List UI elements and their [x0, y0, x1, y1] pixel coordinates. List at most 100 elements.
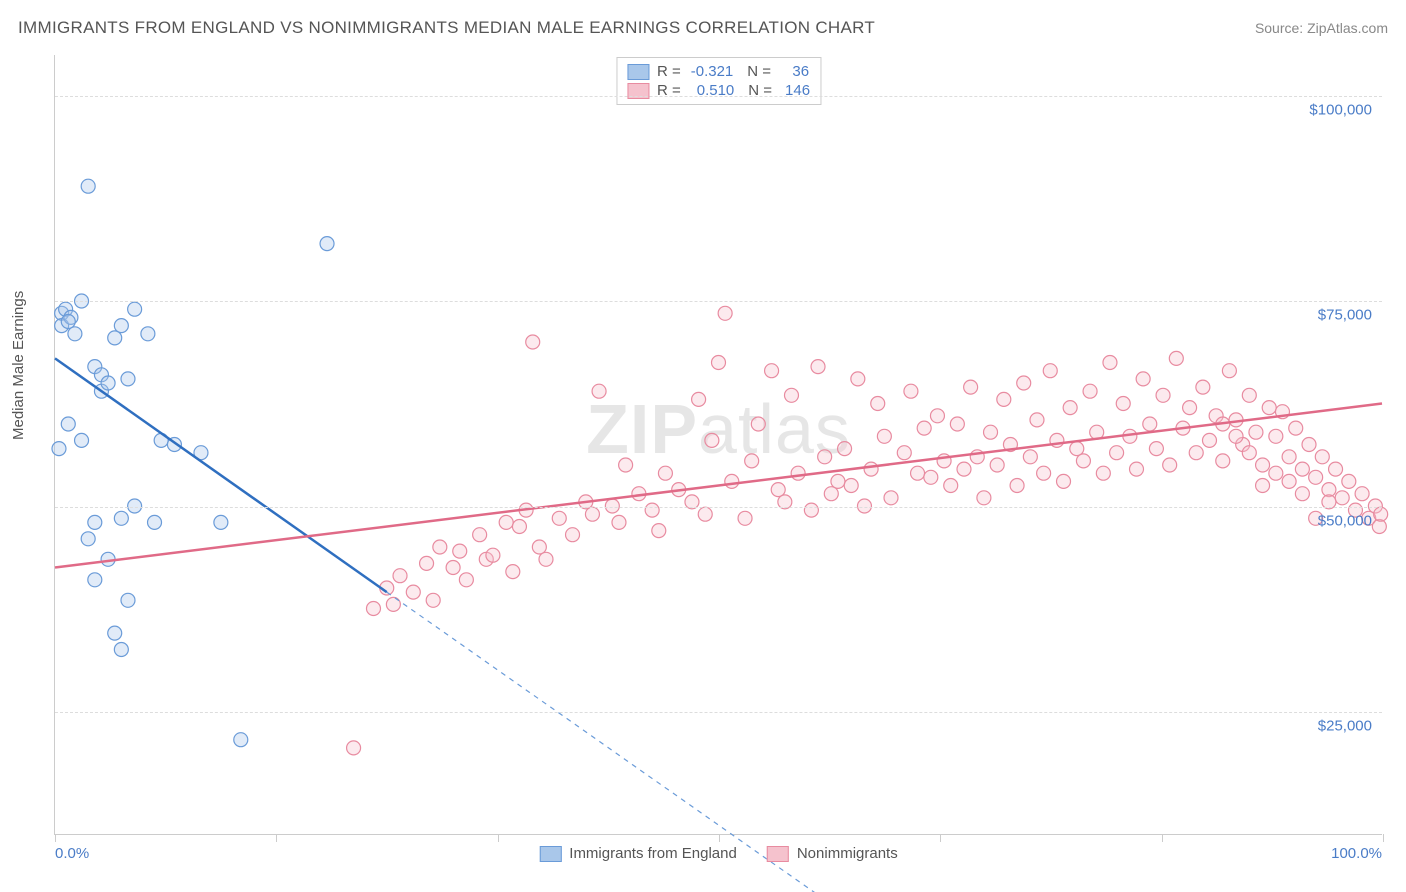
- data-point: [877, 429, 891, 443]
- xtick: [940, 834, 941, 842]
- data-point: [453, 544, 467, 558]
- data-point: [526, 335, 540, 349]
- xtick: [276, 834, 277, 842]
- data-point: [1149, 442, 1163, 456]
- data-point: [950, 417, 964, 431]
- data-point: [897, 446, 911, 460]
- data-point: [108, 626, 122, 640]
- data-point: [612, 515, 626, 529]
- data-point: [977, 491, 991, 505]
- data-point: [420, 556, 434, 570]
- data-point: [1249, 425, 1263, 439]
- data-point: [1070, 442, 1084, 456]
- data-point: [904, 384, 918, 398]
- data-point: [1355, 487, 1369, 501]
- data-point: [1103, 356, 1117, 370]
- xtick: [1162, 834, 1163, 842]
- data-point: [838, 442, 852, 456]
- x-axis-min: 0.0%: [55, 845, 89, 862]
- data-point: [446, 561, 460, 575]
- data-point: [771, 483, 785, 497]
- data-point: [930, 409, 944, 423]
- data-point: [1222, 364, 1236, 378]
- data-point: [831, 474, 845, 488]
- data-point: [1010, 479, 1024, 493]
- xtick: [719, 834, 720, 842]
- data-point: [1309, 470, 1323, 484]
- legend-item-0: Immigrants from England: [539, 845, 737, 862]
- data-point: [1017, 376, 1031, 390]
- data-point: [592, 384, 606, 398]
- chart-title: IMMIGRANTS FROM ENGLAND VS NONIMMIGRANTS…: [18, 18, 875, 38]
- legend-row-1: R = 0.510 N = 146: [627, 81, 810, 100]
- data-point: [705, 433, 719, 447]
- xtick: [55, 834, 56, 842]
- legend-bottom-swatch-1: [767, 846, 789, 862]
- data-point: [101, 376, 115, 390]
- data-point: [121, 593, 135, 607]
- data-point: [347, 741, 361, 755]
- ytick-label: $50,000: [1318, 512, 1372, 529]
- data-point: [718, 306, 732, 320]
- legend-n-0: 36: [779, 63, 809, 80]
- data-point: [884, 491, 898, 505]
- data-point: [911, 466, 925, 480]
- data-point: [1216, 454, 1230, 468]
- data-point: [61, 315, 75, 329]
- data-point: [1242, 446, 1256, 460]
- data-point: [433, 540, 447, 554]
- data-point: [1156, 388, 1170, 402]
- data-point: [765, 364, 779, 378]
- legend-r-0: -0.321: [689, 63, 734, 80]
- data-point: [1289, 421, 1303, 435]
- gridline: [55, 712, 1382, 713]
- data-point: [1202, 433, 1216, 447]
- data-point: [532, 540, 546, 554]
- data-point: [393, 569, 407, 583]
- data-point: [459, 573, 473, 587]
- data-point: [924, 470, 938, 484]
- xtick: [1383, 834, 1384, 842]
- y-axis-label: Median Male Earnings: [10, 291, 27, 440]
- data-point: [1096, 466, 1110, 480]
- data-point: [108, 331, 122, 345]
- data-point: [957, 462, 971, 476]
- plot-area: ZIPatlas R = -0.321 N = 36 R = 0.510 N =…: [54, 55, 1382, 835]
- data-point: [844, 479, 858, 493]
- data-point: [585, 507, 599, 521]
- data-point: [1183, 401, 1197, 415]
- data-point: [751, 417, 765, 431]
- data-point: [1130, 462, 1144, 476]
- data-point: [1342, 474, 1356, 488]
- data-point: [1256, 458, 1270, 472]
- data-point: [619, 458, 633, 472]
- gridline: [55, 507, 1382, 508]
- data-point: [818, 450, 832, 464]
- data-point: [1282, 474, 1296, 488]
- data-point: [1136, 372, 1150, 386]
- data-point: [1189, 446, 1203, 460]
- trend-line: [55, 404, 1382, 568]
- data-point: [366, 602, 380, 616]
- data-point: [75, 433, 89, 447]
- data-point: [1295, 487, 1309, 501]
- data-point: [692, 392, 706, 406]
- legend-swatch-0: [627, 64, 649, 80]
- data-point: [1374, 507, 1388, 521]
- data-point: [473, 528, 487, 542]
- data-point: [1315, 450, 1329, 464]
- data-point: [725, 474, 739, 488]
- data-point: [61, 417, 75, 431]
- data-point: [499, 515, 513, 529]
- source-label: Source: ZipAtlas.com: [1255, 20, 1388, 36]
- data-point: [539, 552, 553, 566]
- gridline: [55, 301, 1382, 302]
- data-point: [1076, 454, 1090, 468]
- legend-row-0: R = -0.321 N = 36: [627, 62, 810, 81]
- legend-label-1: Nonimmigrants: [797, 845, 898, 862]
- data-point: [1043, 364, 1057, 378]
- data-point: [738, 511, 752, 525]
- legend-bottom-swatch-0: [539, 846, 561, 862]
- data-point: [1295, 462, 1309, 476]
- data-point: [1282, 450, 1296, 464]
